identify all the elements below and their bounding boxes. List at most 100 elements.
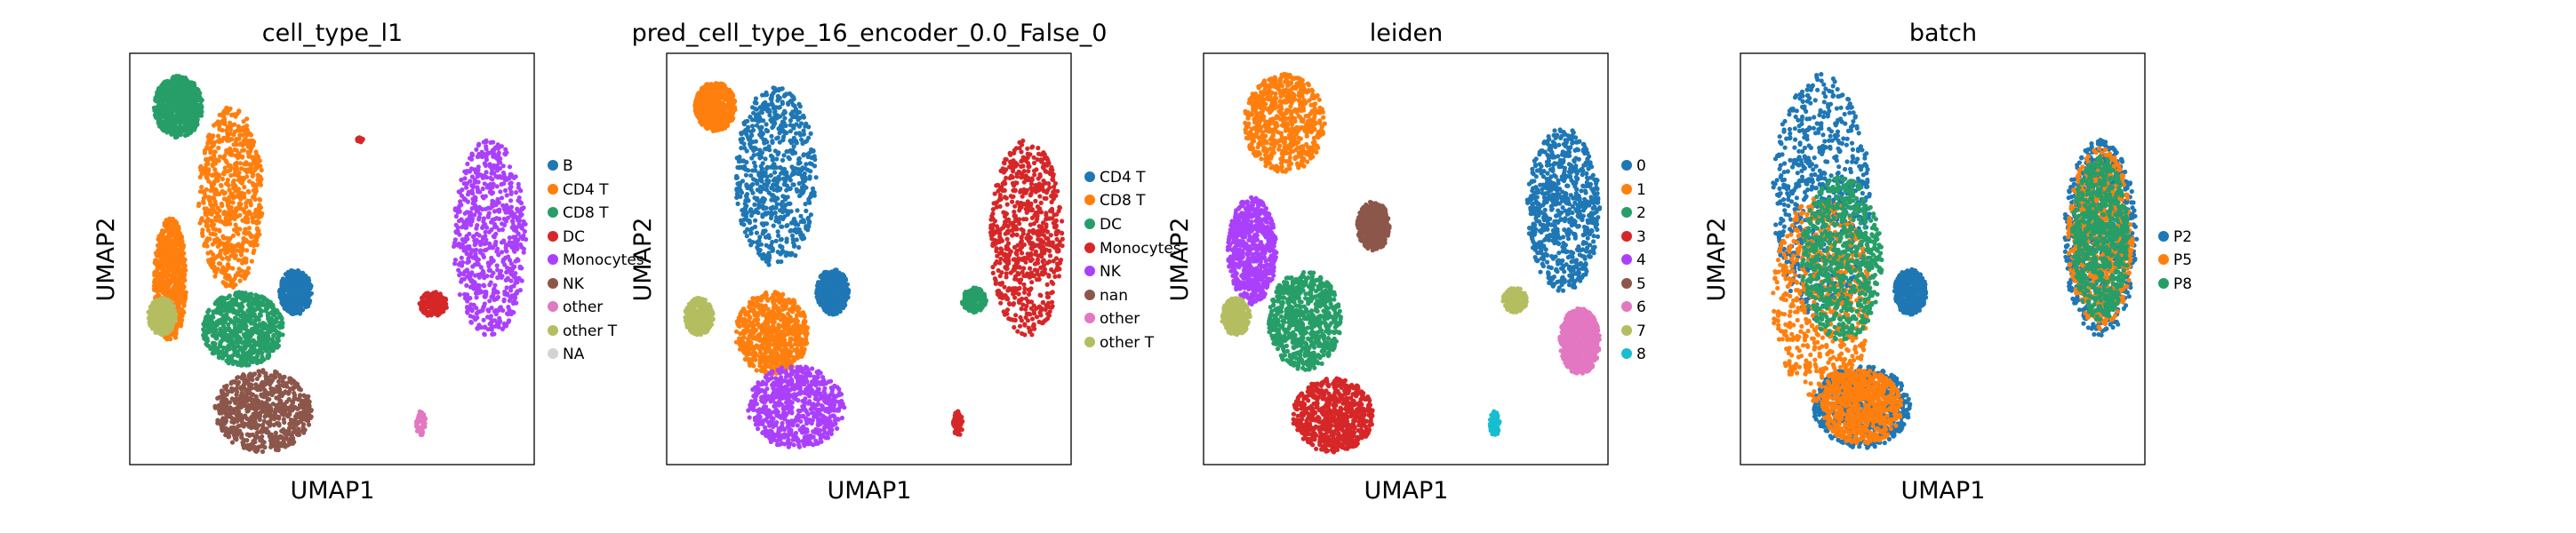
scatter-point bbox=[516, 195, 522, 201]
scatter-point bbox=[254, 426, 260, 431]
scatter-point bbox=[208, 262, 213, 267]
scatter-point bbox=[210, 195, 215, 201]
scatter-point bbox=[204, 243, 210, 249]
scatter-point bbox=[245, 350, 251, 355]
scatter-point bbox=[205, 329, 211, 334]
scatter-point bbox=[273, 447, 279, 452]
scatter-point bbox=[422, 307, 428, 313]
scatter-point bbox=[210, 251, 216, 257]
scatter-point bbox=[485, 214, 491, 219]
scatter-point bbox=[180, 300, 186, 306]
scatter-point bbox=[492, 217, 497, 222]
scatter-point bbox=[516, 209, 521, 214]
scatter-point bbox=[481, 216, 487, 221]
scatter-point bbox=[463, 219, 468, 225]
scatter-point bbox=[497, 216, 502, 221]
scatter-point bbox=[208, 139, 213, 145]
scatter-point bbox=[491, 149, 496, 155]
scatter-point bbox=[172, 81, 178, 86]
scatter-point bbox=[457, 209, 462, 214]
scatter-point bbox=[175, 106, 180, 111]
scatter-point bbox=[282, 403, 287, 409]
scatter-point bbox=[175, 130, 181, 136]
scatter-point bbox=[487, 298, 492, 304]
scatter-point bbox=[247, 291, 252, 298]
scatter-point bbox=[213, 121, 219, 126]
scatter-point bbox=[223, 272, 228, 277]
scatter-point bbox=[279, 443, 284, 449]
scatter-point bbox=[275, 385, 281, 390]
scatter-point bbox=[173, 220, 179, 226]
scatter-point bbox=[465, 306, 470, 311]
scatter-point bbox=[243, 131, 249, 136]
scatter-point bbox=[275, 389, 280, 394]
scatter-point bbox=[287, 426, 292, 431]
scatter-point bbox=[257, 334, 262, 339]
scatter-point bbox=[492, 209, 498, 214]
scatter-point bbox=[438, 298, 444, 304]
scatter-point bbox=[433, 305, 438, 310]
scatter-point bbox=[225, 149, 230, 155]
scatter-point bbox=[236, 431, 243, 436]
scatter-point bbox=[243, 413, 248, 418]
scatter-point bbox=[192, 123, 197, 129]
scatter-point bbox=[206, 211, 212, 216]
scatter-point bbox=[250, 234, 255, 239]
scatter-point bbox=[481, 317, 486, 322]
scatter-point bbox=[220, 333, 225, 339]
scatter-point bbox=[213, 336, 219, 341]
scatter-point bbox=[468, 222, 474, 227]
scatter-point bbox=[474, 311, 479, 316]
scatter-point bbox=[227, 344, 232, 349]
scatter-point bbox=[154, 282, 159, 287]
scatter-point bbox=[176, 272, 181, 277]
scatter-point bbox=[474, 237, 479, 243]
scatter-point bbox=[217, 320, 222, 325]
scatter-point bbox=[252, 355, 257, 361]
scatter-point bbox=[482, 332, 487, 338]
scatter-point bbox=[225, 235, 230, 241]
scatter-point bbox=[172, 89, 178, 94]
scatter-point bbox=[508, 271, 514, 276]
scatter-point bbox=[476, 233, 482, 238]
scatter-point bbox=[236, 174, 243, 179]
scatter-point bbox=[476, 154, 482, 159]
scatter-point bbox=[159, 119, 164, 124]
scatter-point bbox=[214, 211, 220, 216]
scatter-point bbox=[467, 246, 472, 251]
scatter-point bbox=[233, 292, 238, 298]
scatter-point bbox=[215, 395, 220, 401]
scatter-point bbox=[264, 348, 269, 354]
scatter-point bbox=[207, 236, 212, 242]
scatter-point bbox=[281, 417, 286, 422]
scatter-point bbox=[465, 199, 471, 204]
scatter-point bbox=[426, 311, 431, 316]
scatter-point bbox=[266, 335, 271, 340]
scatter-point bbox=[223, 220, 228, 226]
scatter-point bbox=[221, 302, 227, 307]
scatter-point bbox=[267, 319, 272, 324]
scatter-point bbox=[418, 302, 423, 307]
scatter-point bbox=[236, 201, 242, 206]
scatter-point bbox=[497, 173, 502, 179]
scatter-point bbox=[232, 129, 237, 134]
scatter-point bbox=[254, 182, 260, 187]
scatter-point bbox=[180, 91, 186, 97]
scatter-point bbox=[437, 291, 443, 297]
scatter-point bbox=[292, 385, 298, 390]
scatter-point bbox=[173, 246, 179, 251]
scatter-point bbox=[190, 86, 196, 91]
scatter-point bbox=[236, 411, 242, 417]
scatter-point bbox=[292, 390, 297, 396]
scatter-point bbox=[201, 199, 206, 204]
scatter-point bbox=[174, 235, 180, 241]
scatter-point bbox=[478, 248, 484, 253]
scatter-point bbox=[474, 247, 479, 252]
scatter-point bbox=[159, 91, 164, 98]
scatter-point bbox=[297, 432, 302, 437]
scatter-point bbox=[296, 385, 301, 391]
scatter-point bbox=[224, 241, 229, 246]
scatter-point bbox=[165, 284, 171, 290]
scatter-point bbox=[198, 167, 204, 172]
